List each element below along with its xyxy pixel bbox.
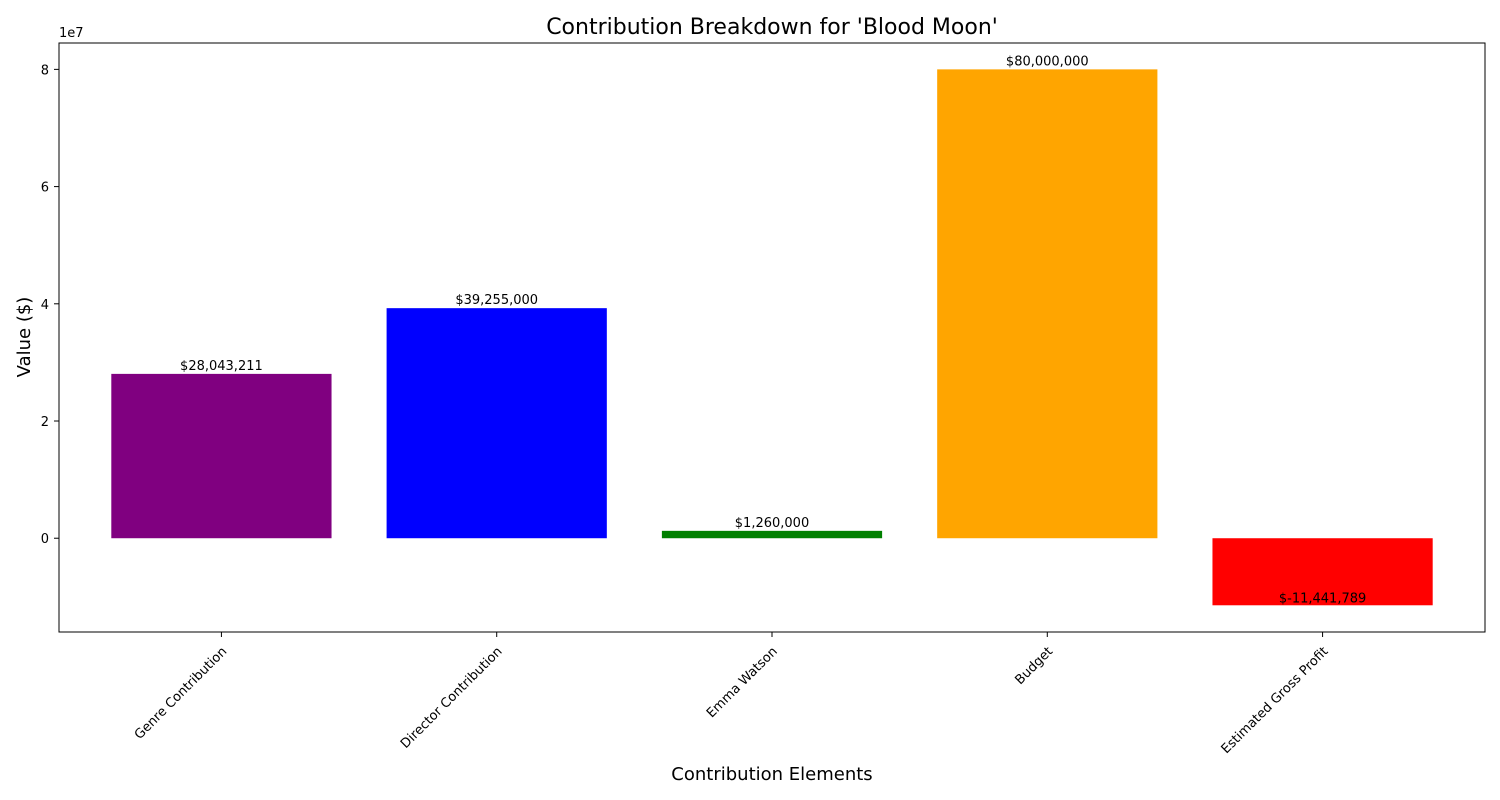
data-label: $80,000,000 [1006,54,1089,69]
x-tick-label: Estimated Gross Profit [1219,644,1332,757]
data-label: $28,043,211 [180,359,263,374]
bar-budget [937,69,1158,539]
plot-area: $28,043,211 $39,255,000 $1,260,000 $80,000,… [41,42,1486,757]
y-axis-label: Value ($) [14,297,35,378]
bar-emma-watson [661,530,883,539]
x-tick-label: Director Contribution [398,644,506,752]
bar-estimated-gross-profit [1212,538,1433,606]
y-tick-label: 8 [41,63,49,78]
x-tick-label: Budget [1012,644,1056,688]
y-tick-label: 6 [41,181,49,196]
data-label: $1,260,000 [735,516,809,531]
x-axis-label: Contribution Elements [671,764,872,785]
data-label: $-11,441,789 [1279,591,1366,606]
x-tick-label: Genre Contribution [132,644,230,742]
data-label: $39,255,000 [455,293,538,308]
y-tick-label: 4 [41,298,49,313]
bar-genre-contribution [111,373,332,539]
bar-director-contribution [386,308,607,539]
y-tick-label: 0 [41,532,49,547]
x-tick-label: Emma Watson [704,644,781,721]
y-tick-label: 2 [41,415,49,430]
chart-title: Contribution Breakdown for 'Blood Moon' [546,15,998,40]
y-axis-offset-text: 1e7 [59,26,84,41]
